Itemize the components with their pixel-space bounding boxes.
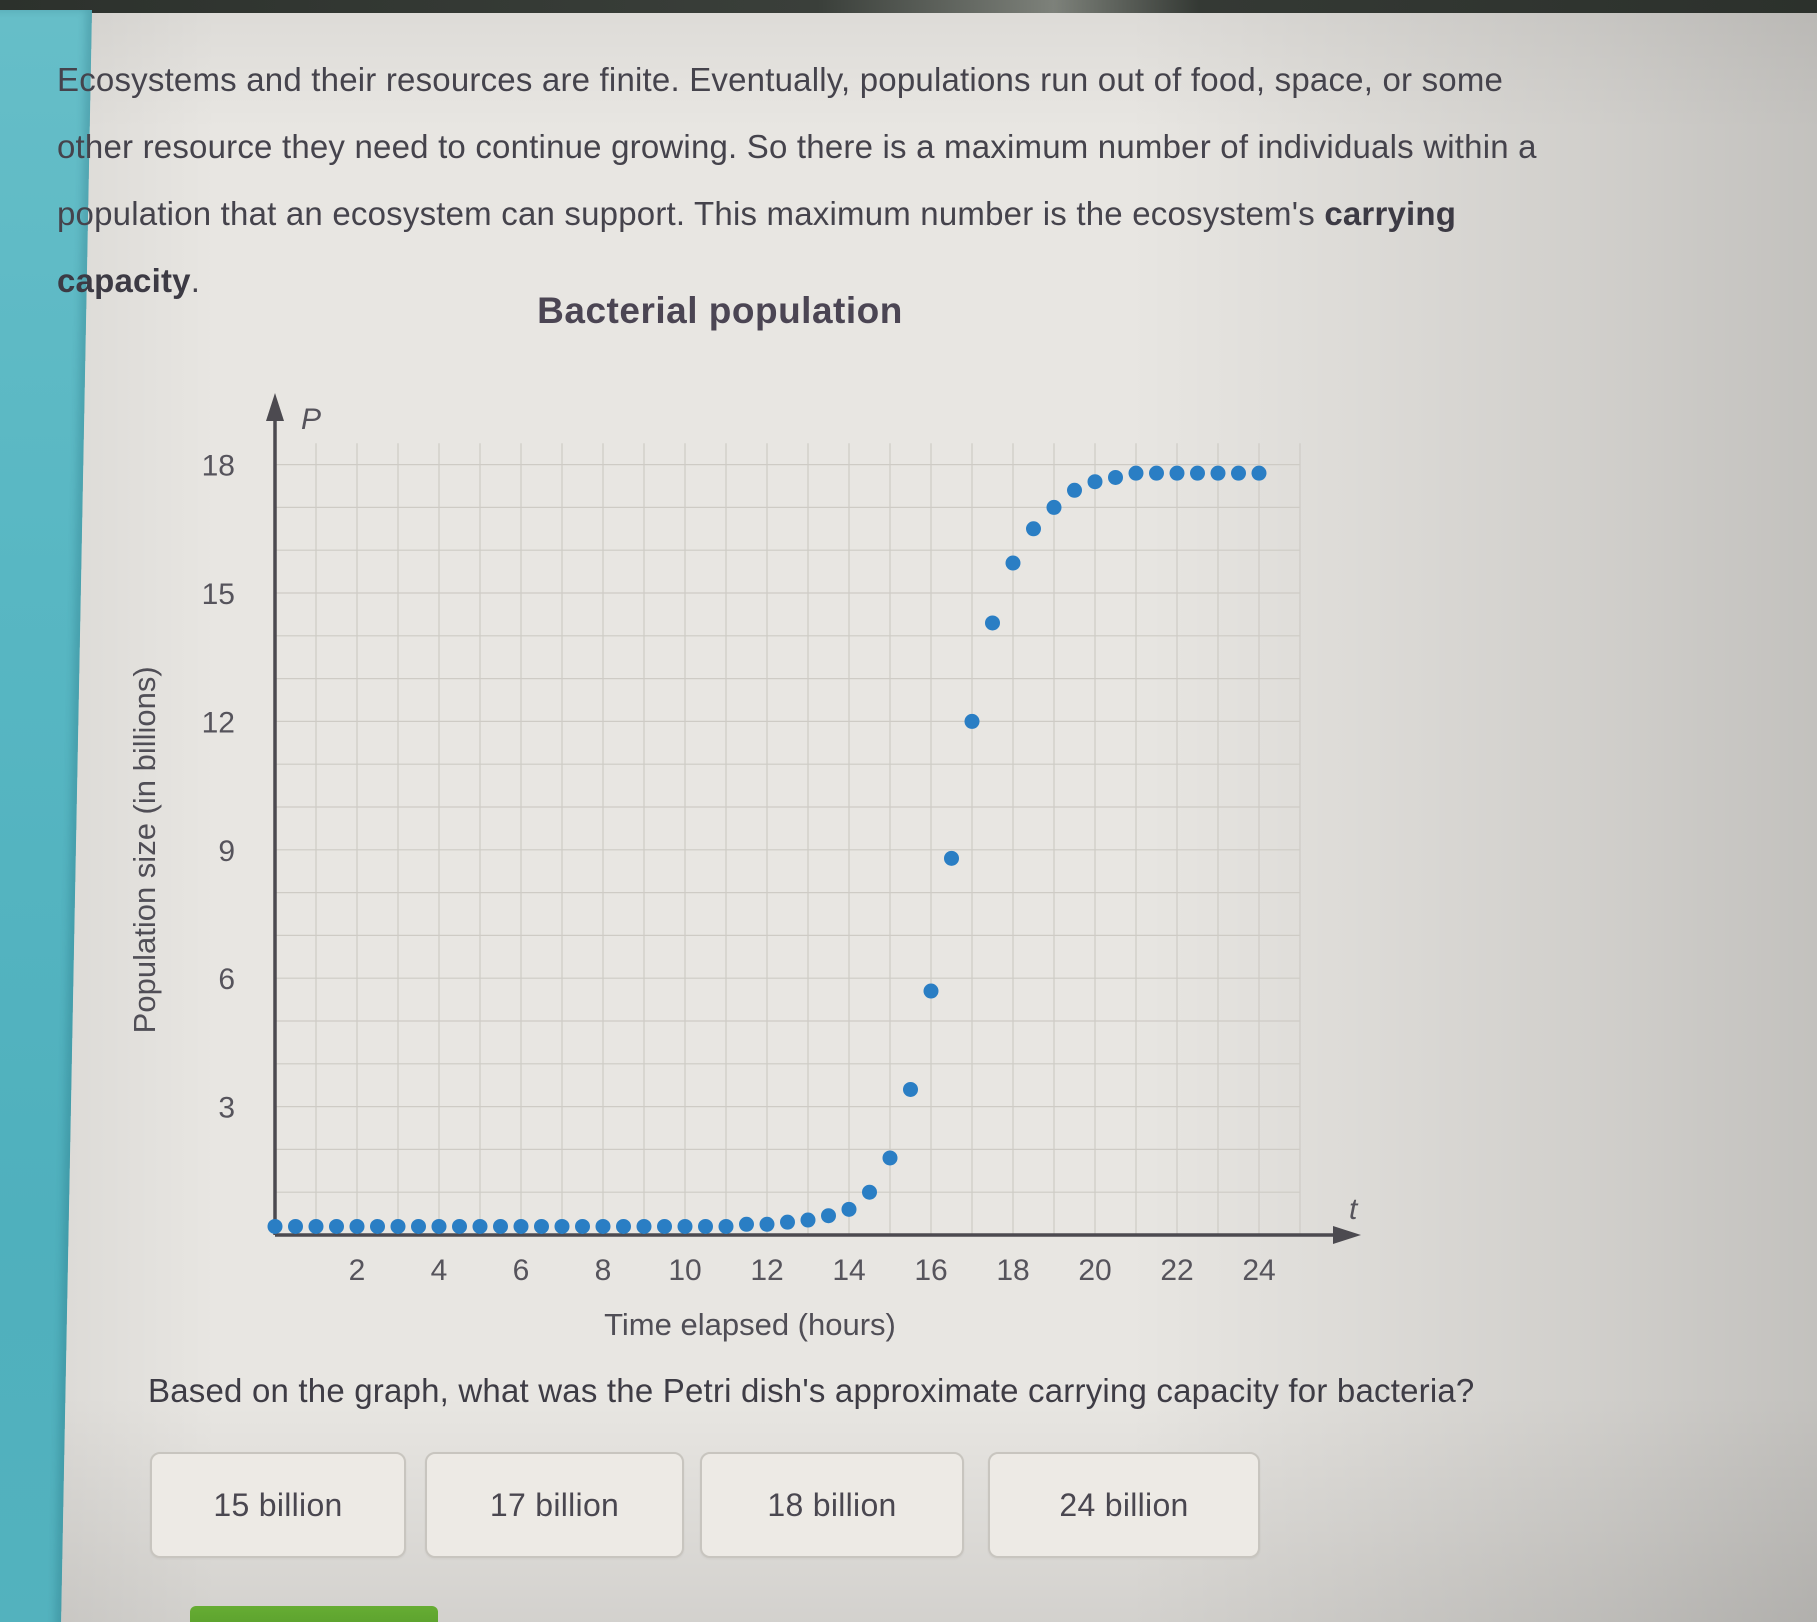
- x-tick-label: 22: [1160, 1254, 1193, 1287]
- y-axis-arrow-icon: [266, 393, 284, 421]
- data-point: [513, 1218, 529, 1234]
- data-point: [985, 615, 1000, 631]
- x-tick-label: 4: [431, 1254, 448, 1287]
- question-text: Based on the graph, what was the Petri d…: [148, 1372, 1475, 1409]
- data-point: [964, 713, 980, 729]
- data-point: [1210, 465, 1226, 481]
- data-point: [1067, 482, 1082, 498]
- chart-title: Bacterial population: [537, 290, 903, 331]
- photo-top-edge: [0, 0, 1817, 13]
- data-point: [1026, 521, 1041, 537]
- x-tick-label: 16: [914, 1254, 947, 1287]
- check-button-cut-off[interactable]: [190, 1606, 438, 1622]
- y-tick-label: 6: [218, 963, 235, 996]
- data-point: [903, 1081, 918, 1097]
- data-point: [1231, 465, 1246, 481]
- y-tick-label: 3: [218, 1092, 235, 1125]
- y-axis-title: Population size (in billions): [127, 666, 162, 1033]
- x-tick-label: 6: [513, 1254, 530, 1287]
- x-tick-label: 18: [996, 1254, 1029, 1287]
- y-tick-label: 12: [202, 706, 235, 739]
- data-point: [862, 1184, 877, 1200]
- y-tick-label: 9: [218, 835, 235, 868]
- data-point: [1128, 465, 1144, 481]
- data-point: [780, 1214, 795, 1230]
- answer-option-18-billion[interactable]: 18 billion: [700, 1452, 964, 1558]
- data-point: [800, 1212, 816, 1228]
- data-point: [431, 1218, 447, 1234]
- data-point: [1190, 465, 1205, 481]
- data-point: [718, 1218, 734, 1234]
- x-axis-symbol: t: [1349, 1193, 1359, 1226]
- data-point: [677, 1218, 693, 1234]
- data-point: [1108, 469, 1123, 485]
- y-tick-label: 15: [202, 578, 235, 611]
- data-point: [411, 1218, 426, 1234]
- answer-option-17-billion[interactable]: 17 billion: [425, 1452, 684, 1558]
- x-axis-title: Time elapsed (hours): [604, 1307, 896, 1342]
- data-point: [1087, 474, 1103, 490]
- data-point: [821, 1208, 836, 1224]
- data-point: [1169, 465, 1185, 481]
- intro-text-end: .: [190, 262, 201, 299]
- data-point: [698, 1218, 713, 1234]
- data-point: [575, 1218, 590, 1234]
- x-tick-label: 14: [832, 1254, 865, 1287]
- data-point: [882, 1150, 898, 1166]
- data-point: [657, 1218, 672, 1234]
- data-point: [841, 1201, 857, 1217]
- data-point: [616, 1218, 631, 1234]
- data-point: [1251, 465, 1267, 481]
- data-point: [1149, 465, 1164, 481]
- data-point: [739, 1216, 754, 1232]
- y-tick-label: 18: [202, 450, 235, 483]
- answer-option-24-billion[interactable]: 24 billion: [988, 1452, 1260, 1558]
- data-point: [759, 1216, 775, 1232]
- data-point: [452, 1218, 467, 1234]
- data-point: [1046, 499, 1062, 515]
- x-tick-label: 24: [1242, 1254, 1275, 1287]
- data-point: [370, 1218, 385, 1234]
- data-point: [390, 1218, 406, 1234]
- answer-option-15-billion[interactable]: 15 billion: [150, 1452, 406, 1558]
- data-point: [267, 1218, 283, 1234]
- x-axis-arrow-icon: [1333, 1226, 1361, 1244]
- data-point: [1005, 555, 1021, 571]
- data-point: [944, 850, 959, 866]
- x-tick-label: 20: [1078, 1254, 1111, 1287]
- y-axis-symbol: P: [301, 403, 321, 436]
- data-point: [493, 1218, 508, 1234]
- data-point: [349, 1218, 365, 1234]
- data-point: [554, 1218, 570, 1234]
- x-tick-label: 12: [750, 1254, 783, 1287]
- data-point: [472, 1218, 488, 1234]
- carrying-capacity-term: carrying capacity: [57, 195, 1457, 299]
- data-point: [923, 983, 939, 999]
- data-point: [534, 1218, 549, 1234]
- data-point: [288, 1218, 303, 1234]
- x-tick-label: 8: [595, 1254, 612, 1287]
- intro-paragraph: Ecosystems and their resources are finit…: [57, 46, 1547, 314]
- data-point: [595, 1218, 611, 1234]
- intro-text: Ecosystems and their resources are finit…: [57, 61, 1537, 232]
- data-point: [308, 1218, 324, 1234]
- data-point: [636, 1218, 652, 1234]
- data-point: [329, 1218, 344, 1234]
- x-tick-label: 10: [668, 1254, 701, 1287]
- x-tick-label: 2: [349, 1254, 366, 1287]
